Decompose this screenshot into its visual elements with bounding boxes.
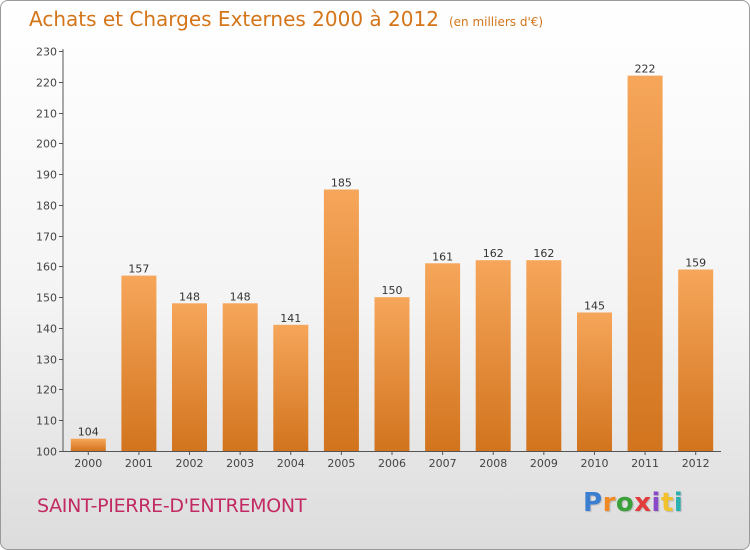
- x-tick-label-2000: 2000: [74, 457, 102, 470]
- chart-title-main: Achats et Charges Externes 2000 à 2012: [29, 7, 439, 31]
- x-tick-label-2010: 2010: [580, 457, 608, 470]
- value-label-2011: 222: [635, 63, 656, 76]
- x-tick-label-2009: 2009: [530, 457, 558, 470]
- y-tick-label: 110: [36, 415, 57, 428]
- axes: 100 110 120 130 140 150 160 170 180 190 200 210 220 2…: [36, 46, 721, 459]
- value-label-2007: 161: [432, 250, 453, 263]
- bar-2007: [425, 263, 461, 451]
- value-label-2008: 162: [483, 247, 504, 260]
- bar-2008: [475, 260, 511, 451]
- x-tick-label-2003: 2003: [226, 457, 254, 470]
- bar-2001: [121, 275, 157, 451]
- bar-2002: [172, 303, 207, 451]
- bar-2010: [577, 312, 612, 451]
- bar-2004: [273, 324, 309, 451]
- logo-letter: x: [634, 488, 652, 518]
- commune-name: SAINT-PIERRE-D'ENTREMONT: [37, 495, 307, 517]
- logo-letter: t: [660, 488, 674, 518]
- y-tick-label: 150: [36, 292, 57, 305]
- logo-letter: i: [673, 488, 684, 518]
- chart-title: Achats et Charges Externes 2000 à 2012 (e…: [29, 7, 543, 31]
- value-label-2004: 141: [280, 312, 301, 325]
- y-tick-label: 190: [36, 169, 57, 182]
- logo-letter: P: [583, 488, 603, 518]
- y-tick-label: 120: [36, 384, 57, 397]
- bar-2012: [678, 269, 714, 451]
- value-label-2009: 162: [533, 247, 554, 260]
- x-tick-label-2002: 2002: [176, 457, 204, 470]
- y-tick-label: 170: [36, 231, 57, 244]
- bar-2003: [222, 303, 258, 451]
- value-label-2012: 159: [685, 256, 706, 269]
- value-label-2010: 145: [584, 300, 605, 313]
- chart-unit: (en milliers d'€): [448, 15, 544, 29]
- value-label-2001: 157: [128, 263, 149, 276]
- logo-letter: o: [615, 488, 635, 518]
- y-tick-label: 200: [36, 138, 57, 151]
- x-tick-label-2004: 2004: [277, 457, 305, 470]
- logo-letter: i: [651, 488, 661, 518]
- y-tick-label: 100: [36, 446, 57, 459]
- bar-2006: [374, 297, 410, 451]
- x-tick-label-2007: 2007: [429, 457, 457, 470]
- bar-2011: [627, 75, 663, 451]
- x-tick-label-2001: 2001: [125, 457, 153, 470]
- y-tick-label: 210: [36, 108, 57, 121]
- labels: 2000 104 2001 157 2002 148 2003 148 2004 141 2005 1…: [74, 63, 709, 470]
- y-tick-label: 220: [36, 77, 57, 90]
- x-tick-label-2005: 2005: [327, 457, 355, 470]
- x-tick-label-2006: 2006: [378, 457, 406, 470]
- bar-2005: [323, 189, 359, 451]
- x-tick-label-2012: 2012: [682, 457, 710, 470]
- y-tick-label: 140: [36, 323, 57, 336]
- bars: [70, 75, 714, 451]
- bar-2009: [526, 260, 562, 451]
- value-label-2005: 185: [331, 176, 352, 189]
- proxiti-logo: Proxiti: [583, 488, 683, 518]
- x-tick-label-2011: 2011: [631, 457, 659, 470]
- y-tick-label: 230: [36, 46, 57, 59]
- bar-2000: [70, 438, 106, 451]
- value-label-2006: 150: [382, 284, 403, 297]
- y-tick-label: 160: [36, 261, 57, 274]
- value-label-2002: 148: [179, 290, 200, 303]
- value-label-2000: 104: [78, 426, 99, 439]
- y-tick-label: 130: [36, 354, 57, 367]
- y-tick-label: 180: [36, 200, 57, 213]
- x-tick-label-2008: 2008: [479, 457, 507, 470]
- value-label-2003: 148: [230, 290, 251, 303]
- logo-letter: r: [602, 488, 616, 518]
